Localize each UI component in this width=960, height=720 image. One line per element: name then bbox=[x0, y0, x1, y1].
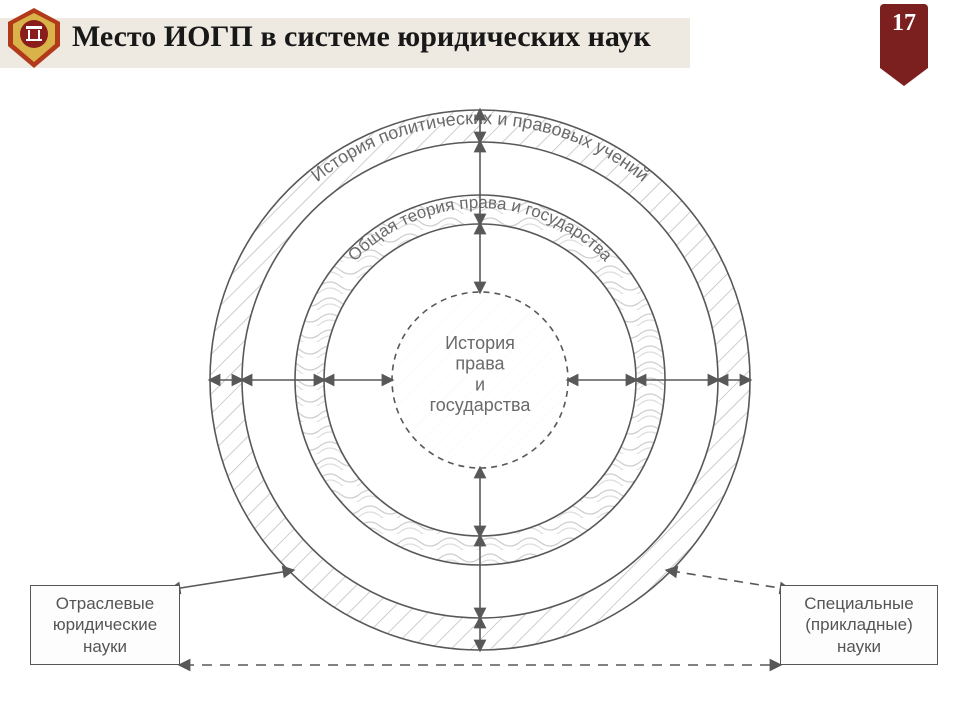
svg-text:государства: государства bbox=[430, 395, 532, 415]
svg-text:и: и bbox=[475, 374, 485, 394]
slide-number: 17 bbox=[892, 10, 916, 36]
svg-text:История: История bbox=[445, 333, 515, 353]
box-branch-sciences: Отраслевыеюридическиенауки bbox=[30, 585, 180, 665]
svg-text:права: права bbox=[455, 354, 505, 374]
institution-logo bbox=[4, 6, 64, 70]
page-title: Место ИОГП в системе юридических наук bbox=[72, 20, 651, 54]
box-special-sciences: Специальные(прикладные)науки bbox=[780, 585, 938, 665]
slide-number-badge: 17 bbox=[880, 4, 928, 68]
